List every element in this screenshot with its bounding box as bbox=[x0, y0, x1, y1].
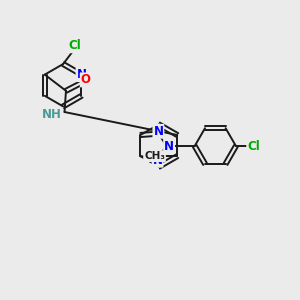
Text: N: N bbox=[164, 140, 174, 152]
Text: NH: NH bbox=[42, 109, 62, 122]
Text: N: N bbox=[152, 154, 163, 167]
Text: Cl: Cl bbox=[68, 39, 81, 52]
Text: CH₃: CH₃ bbox=[144, 151, 165, 161]
Text: N: N bbox=[153, 125, 164, 138]
Text: Cl: Cl bbox=[247, 140, 260, 152]
Text: N: N bbox=[76, 68, 86, 81]
Text: O: O bbox=[81, 74, 91, 86]
